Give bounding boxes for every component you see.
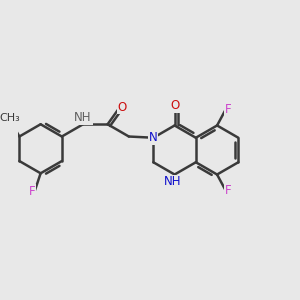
- Text: F: F: [225, 103, 231, 116]
- Text: NH: NH: [74, 111, 92, 124]
- Text: O: O: [118, 100, 127, 114]
- Text: NH: NH: [164, 176, 182, 188]
- Text: N: N: [149, 131, 158, 144]
- Text: F: F: [29, 185, 35, 198]
- Text: O: O: [170, 99, 179, 112]
- Text: CH₃: CH₃: [0, 113, 20, 123]
- Text: F: F: [225, 184, 231, 197]
